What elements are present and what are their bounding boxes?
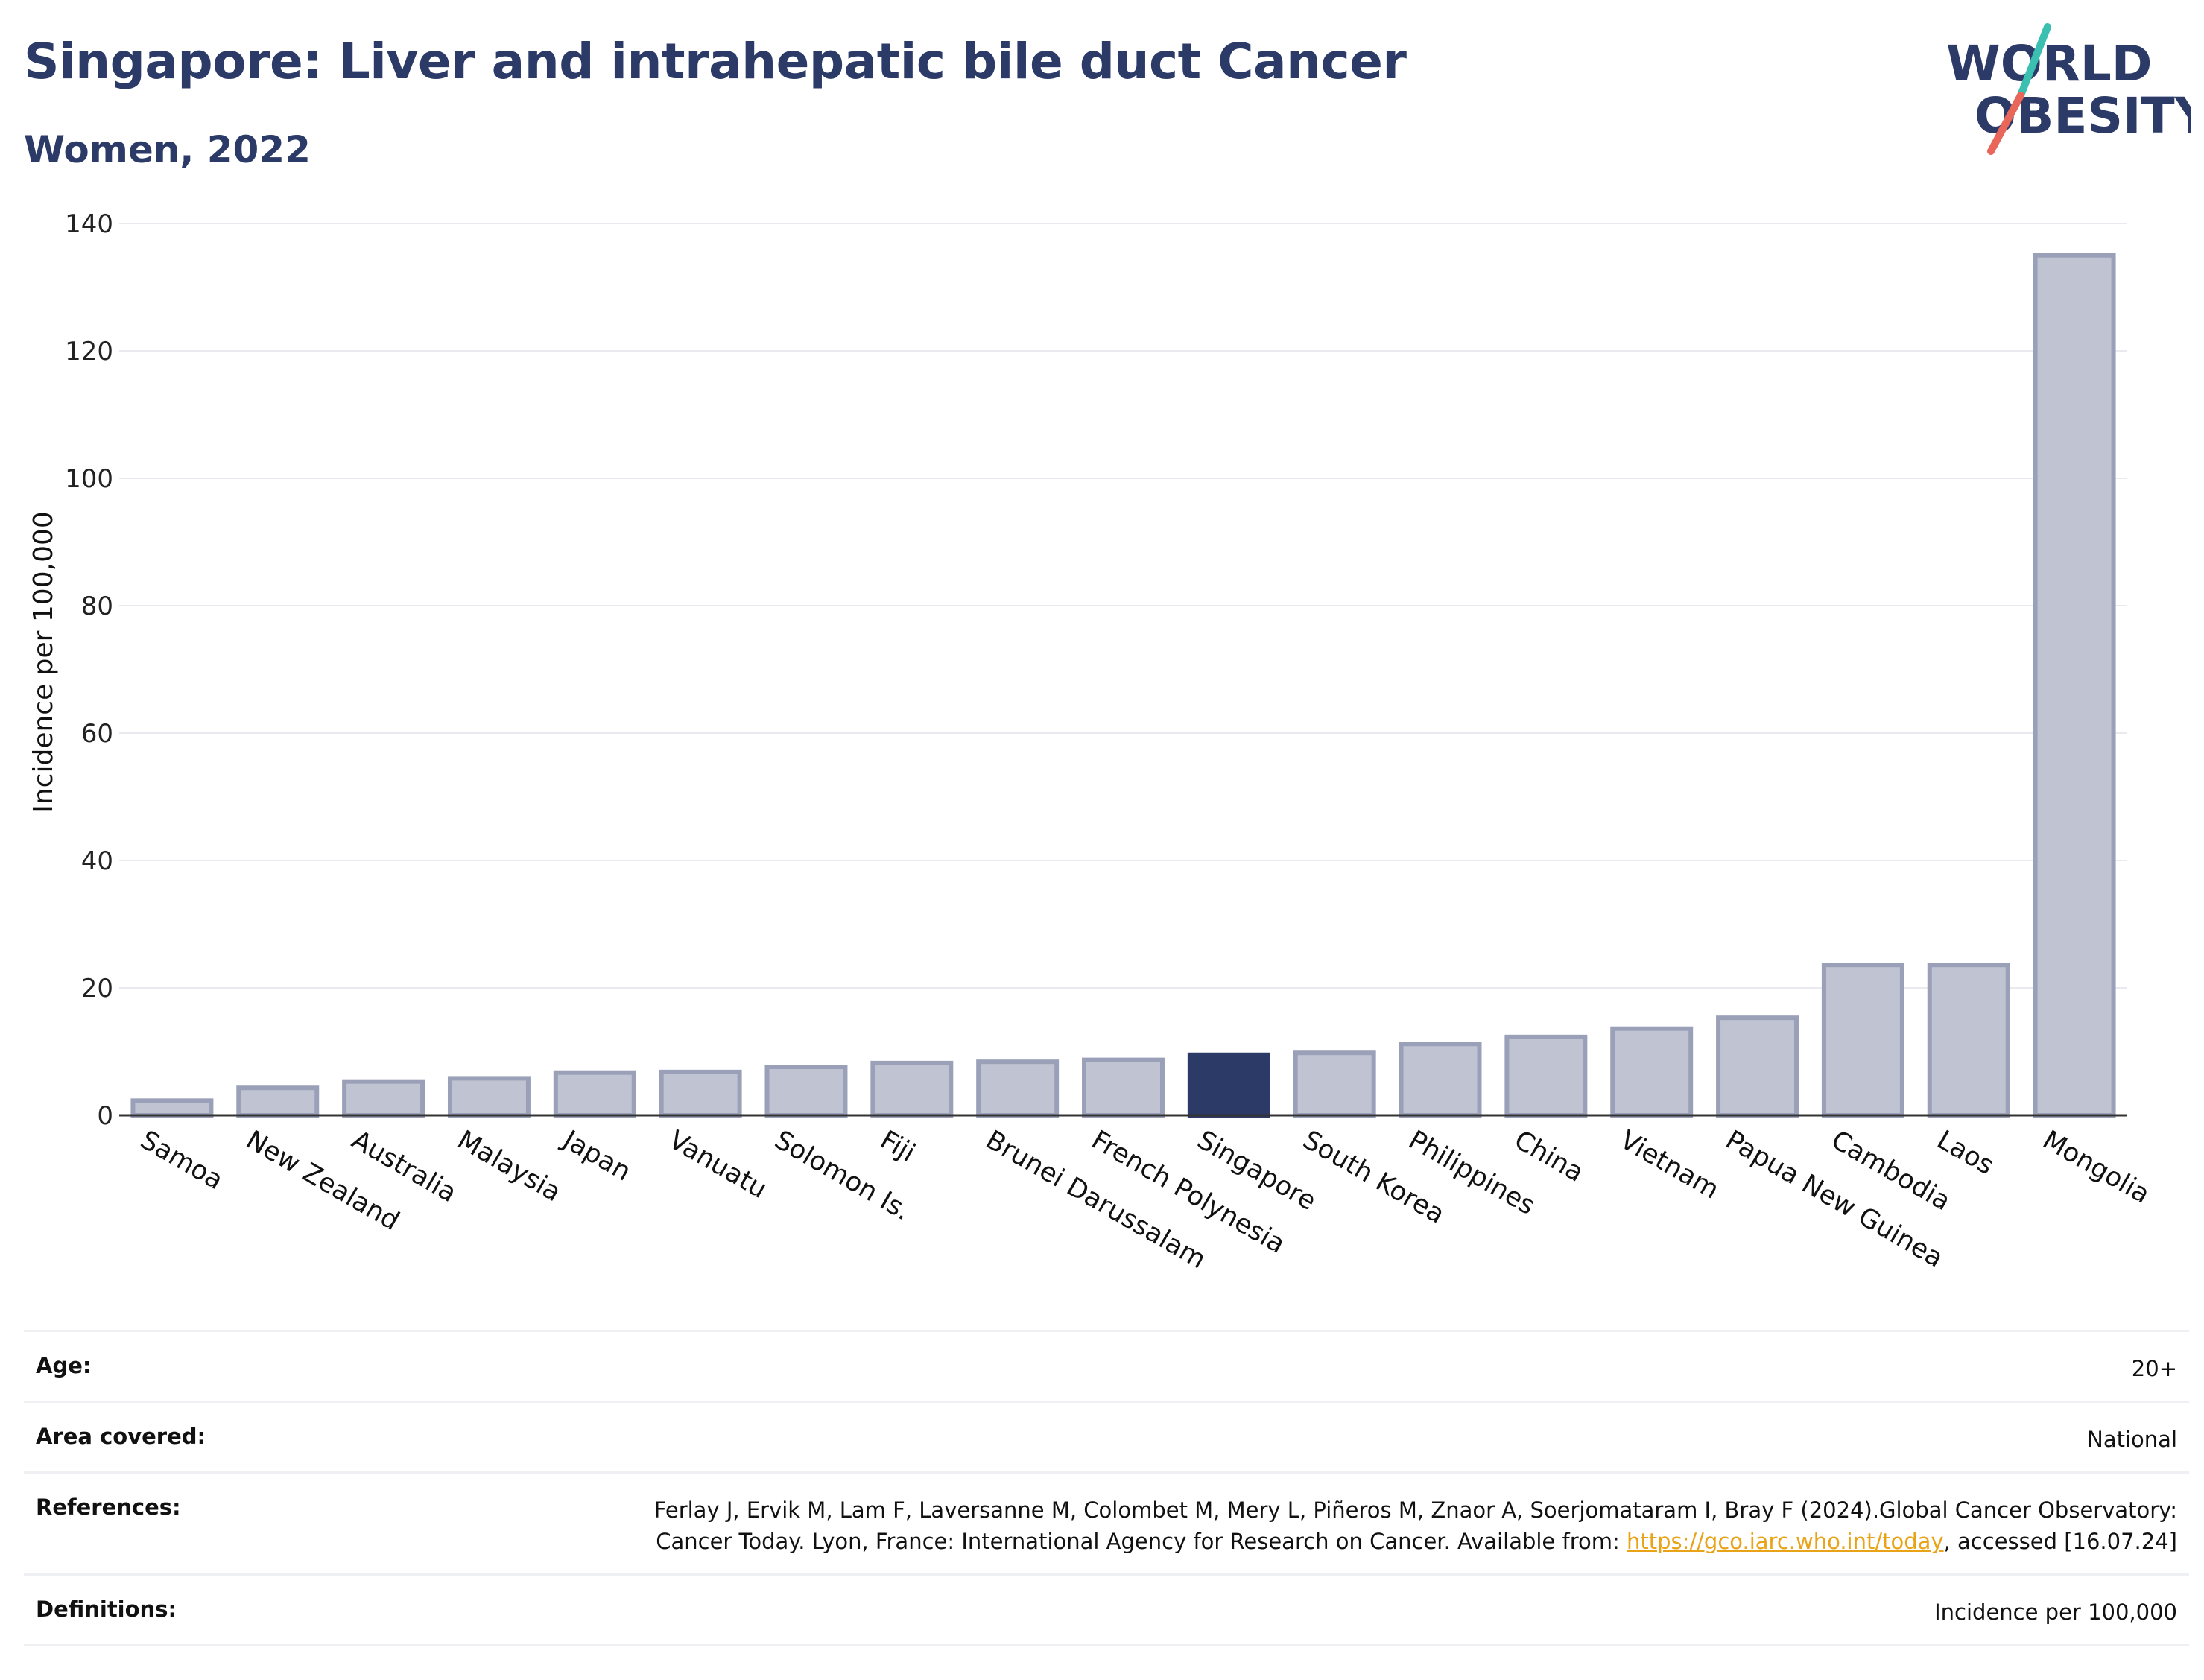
grid-lines <box>119 223 2127 989</box>
references-text-end: , accessed [16.07.24] <box>1943 1529 2177 1554</box>
info-table: Age: 20+ Area covered: National Referenc… <box>24 1330 2189 1646</box>
info-row-area: Area covered: National <box>24 1401 2189 1471</box>
bar-mongolia <box>2033 253 2116 1118</box>
x-tick-label: Laos <box>1932 1125 1999 1181</box>
page-title: Singapore: Liver and intrahepatic bile d… <box>24 33 1407 90</box>
bars <box>130 253 2116 1118</box>
x-tick-label: Samoa <box>135 1125 227 1196</box>
info-row-definitions: Definitions: Incidence per 100,000 <box>24 1573 2189 1646</box>
bar-brunei-darussalam <box>976 1059 1060 1118</box>
bar-fiji <box>870 1060 954 1118</box>
bar-philippines <box>1399 1042 1482 1118</box>
bar-french-polynesia <box>1082 1057 1165 1118</box>
logo-slash-top <box>2017 23 2051 99</box>
y-tick-label: 80 <box>81 592 113 621</box>
definitions-value: Incidence per 100,000 <box>1934 1600 2177 1625</box>
references-label: References: <box>36 1494 181 1520</box>
y-axis-ticks: 0 20 40 60 80 100 120 140 <box>65 209 113 1131</box>
area-value: National <box>2087 1427 2177 1452</box>
logo-line-1: WORLD <box>1946 35 2153 92</box>
bar-papua-new-guinea <box>1716 1015 1799 1118</box>
bar-vanuatu <box>659 1069 742 1118</box>
bar-chart: 0 20 40 60 80 100 120 140 Samoa New ZealandAustr… <box>28 209 2155 1275</box>
y-tick-label: 0 <box>97 1101 113 1131</box>
bar-japan <box>553 1070 636 1118</box>
page-subtitle: Women, 2022 <box>24 128 311 171</box>
y-tick-label: 100 <box>65 464 113 494</box>
y-axis-title: Incidence per 100,000 <box>28 511 59 813</box>
y-tick-label: 140 <box>65 209 113 239</box>
bar-cambodia <box>1821 963 1904 1118</box>
references-text: Ferlay J, Ervik M, Lam F, Laversanne M, … <box>653 1497 2177 1554</box>
bar-laos <box>1927 963 2010 1118</box>
y-tick-label: 60 <box>81 719 113 749</box>
y-tick-label: 20 <box>81 974 113 1004</box>
age-value: 20+ <box>2131 1356 2177 1381</box>
y-tick-label: 120 <box>65 337 113 367</box>
y-tick-label: 40 <box>81 846 113 876</box>
bar-new-zealand <box>236 1085 320 1118</box>
x-tick-label: Malaysia <box>452 1125 566 1208</box>
references-value: Ferlay J, Ervik M, Lam F, Laversanne M, … <box>650 1494 2177 1557</box>
area-label: Area covered: <box>36 1424 206 1449</box>
bar-south-korea <box>1293 1050 1376 1118</box>
age-label: Age: <box>36 1353 92 1378</box>
bar-china <box>1504 1034 1588 1118</box>
references-link[interactable]: https://gco.iarc.who.int/today <box>1626 1529 1944 1554</box>
x-tick-label: Vanuatu <box>664 1125 772 1205</box>
bar-malaysia <box>447 1076 531 1118</box>
logo-slash-bottom <box>1987 92 2024 155</box>
definitions-label: Definitions: <box>36 1597 177 1622</box>
x-tick-label: Mongolia <box>2038 1125 2155 1210</box>
bar-australia <box>342 1079 425 1118</box>
x-tick-label: Japan <box>557 1124 636 1187</box>
x-tick-label: China <box>1509 1125 1589 1188</box>
bar-samoa <box>130 1098 214 1118</box>
world-obesity-logo: WORLD OBESITY <box>1946 23 2191 155</box>
bar-solomon-is <box>764 1065 848 1118</box>
info-row-references: References: Ferlay J, Ervik M, Lam F, La… <box>24 1471 2189 1573</box>
x-tick-label: Vietnam <box>1615 1125 1723 1205</box>
bar-singapore <box>1187 1052 1270 1118</box>
bar-vietnam <box>1610 1026 1694 1118</box>
x-tick-label: Fiji <box>875 1125 920 1168</box>
info-row-age: Age: 20+ <box>24 1330 2189 1401</box>
